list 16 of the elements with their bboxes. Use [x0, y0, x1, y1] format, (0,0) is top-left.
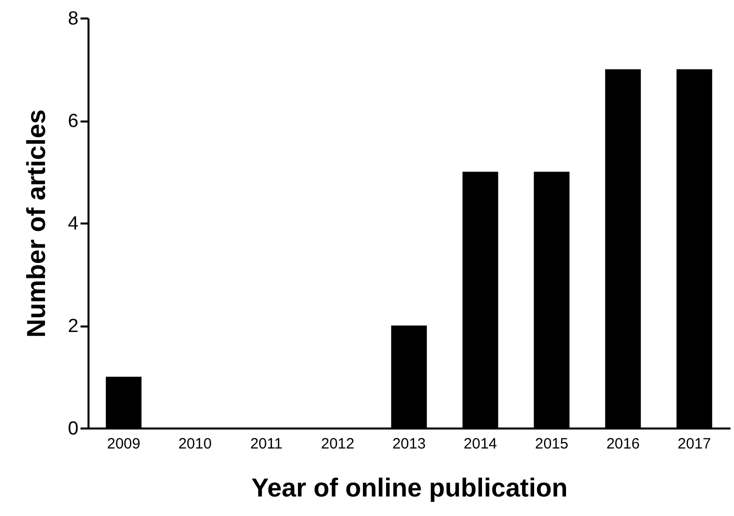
x-tick-label: 2014 [464, 436, 498, 452]
x-axis-title: Year of online publication [251, 472, 568, 502]
x-tick-label: 2011 [250, 436, 282, 452]
y-tick-label: 6 [68, 111, 78, 132]
x-tick-label: 2015 [534, 436, 568, 452]
x-tick-label: 2017 [678, 436, 712, 452]
x-tick-label: 2009 [106, 436, 140, 452]
y-tick-label: 4 [68, 214, 79, 234]
x-tick-label: 2010 [178, 436, 212, 452]
x-tick-label: 2013 [392, 436, 426, 452]
y-tick-label: 2 [68, 316, 78, 337]
y-tick-label: 8 [68, 8, 78, 30]
y-axis-title: Number of articles [20, 109, 51, 338]
y-tick-label: 0 [68, 418, 78, 440]
x-tick-label: 2016 [606, 436, 640, 452]
x-tick-label: 2012 [320, 436, 354, 452]
